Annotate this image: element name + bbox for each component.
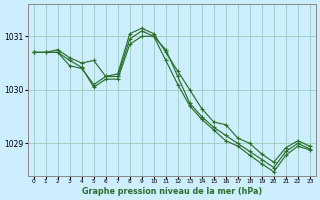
X-axis label: Graphe pression niveau de la mer (hPa): Graphe pression niveau de la mer (hPa) (82, 187, 262, 196)
